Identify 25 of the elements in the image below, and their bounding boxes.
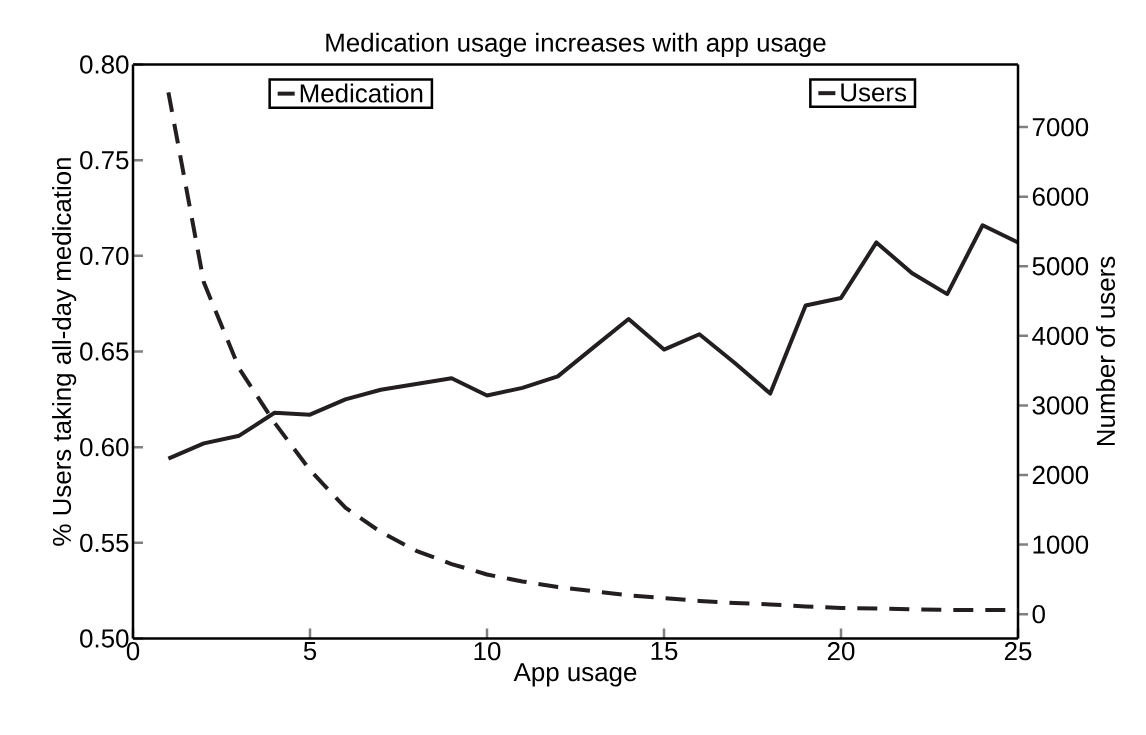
- y2-tick-label: 1000: [1033, 535, 1089, 554]
- legend-label: Users: [841, 83, 907, 102]
- y2-tick-label: 0: [1032, 604, 1045, 624]
- y2-axis-title: Number of users: [1096, 256, 1116, 446]
- y-tick-label: 0.65: [80, 342, 129, 361]
- y-tick-label: 0.70: [80, 246, 129, 265]
- x-tick-label: 15: [651, 642, 678, 661]
- y2-tick-label: 2000: [1032, 465, 1089, 485]
- y2-tick-label: 6000: [1032, 187, 1089, 206]
- y2-tick-label: 5000: [1032, 257, 1089, 276]
- y-tick-label: 0.75: [80, 150, 129, 170]
- y-axis-title: % Users taking all-day medication: [52, 158, 77, 546]
- x-tick-label: 25: [1004, 642, 1032, 661]
- y2-tick-label: 3000: [1032, 396, 1089, 415]
- chart-title: Medication usage increases with app usage: [326, 32, 826, 57]
- legend-label: Medication: [300, 83, 423, 103]
- x-tick-label: 5: [303, 642, 317, 661]
- y-tick-label: 0.55: [80, 533, 129, 552]
- y2-tick-label: 7000: [1032, 117, 1089, 137]
- y-tick-label: 0.80: [80, 55, 129, 74]
- x-axis-title: App usage: [513, 663, 637, 687]
- y2-tick-label: 4000: [1032, 326, 1089, 346]
- y-tick-label: 0.60: [80, 437, 129, 457]
- x-tick-label: 10: [474, 642, 501, 661]
- x-tick-label: 20: [827, 642, 855, 661]
